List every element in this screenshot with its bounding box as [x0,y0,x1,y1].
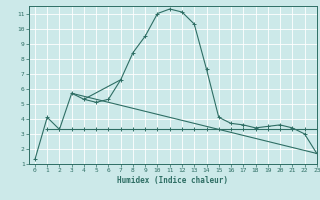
X-axis label: Humidex (Indice chaleur): Humidex (Indice chaleur) [117,176,228,185]
